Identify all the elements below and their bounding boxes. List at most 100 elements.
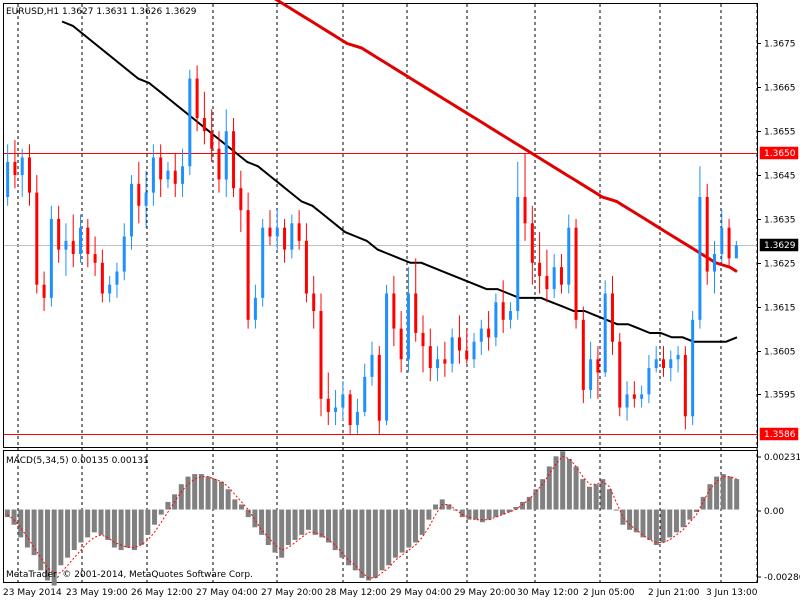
candle-bearish (202, 118, 206, 132)
candle-bearish (232, 131, 236, 189)
macd-bar (399, 509, 405, 553)
level-price-label-box (759, 146, 799, 160)
macd-bar (24, 509, 30, 548)
candle-bearish (268, 227, 272, 237)
price-tick-label: 1.3645 (764, 172, 796, 182)
macd-bar (98, 509, 104, 535)
macd-bar (673, 509, 679, 533)
macd-bar (111, 509, 117, 548)
candle-bullish (261, 227, 265, 298)
candle-bullish (224, 131, 228, 180)
macd-bar (185, 476, 191, 510)
macd-bar (700, 496, 706, 510)
macd-bar (406, 509, 412, 548)
time-tick-label: 2 Jun 05:00 (583, 588, 635, 598)
macd-bar (426, 509, 432, 520)
macd-bar (546, 466, 552, 510)
macd-bar (339, 509, 345, 558)
macd-bar (165, 501, 171, 510)
candle-bearish (618, 341, 622, 408)
time-tick-label: 29 May 20:00 (454, 588, 516, 598)
macd-bar (687, 509, 693, 520)
macd-bar (118, 509, 124, 551)
candle-bullish (734, 245, 738, 259)
candle-bearish (13, 161, 17, 176)
candle-bearish (319, 311, 323, 399)
candle-bearish (574, 227, 578, 320)
macd-bar (607, 489, 613, 510)
macd-bar (299, 509, 305, 535)
time-tick-label: 30 May 12:00 (517, 588, 579, 598)
candle-bearish (487, 328, 491, 338)
macd-bar (553, 456, 559, 510)
macd-bar (727, 476, 733, 510)
macd-bar (58, 509, 64, 566)
price-axis[interactable]: 0.00231 0.00 -0.00286 1.3675 1.3665 1.3655 1.3… (757, 40, 800, 584)
candle-bearish (501, 302, 505, 320)
candle-bearish (173, 170, 177, 184)
candle-bullish (334, 407, 338, 412)
candle-bullish (669, 359, 673, 369)
candle-bullish (508, 311, 512, 320)
candle-bullish (640, 394, 644, 399)
candle-bullish (385, 293, 389, 421)
macd-bar (71, 509, 77, 551)
macd-tick-label: -0.00286 (764, 573, 800, 583)
macd-bar (158, 509, 164, 515)
time-tick-label: 3 Jun 13:00 (706, 588, 758, 598)
macd-bar (379, 509, 385, 571)
time-tick-label: 23 May 19:00 (66, 588, 128, 598)
macd-bar (714, 476, 720, 510)
candle-bullish (589, 359, 593, 390)
macd-bar (647, 509, 653, 540)
candle-bullish (20, 157, 24, 176)
macd-bar (279, 509, 285, 558)
macd-bar (433, 504, 439, 510)
macd-bar (386, 509, 392, 566)
candle-bearish (392, 293, 396, 329)
macd-bar (359, 509, 365, 578)
macd-bar (125, 509, 131, 548)
macd-bar (586, 486, 592, 510)
candle-bullish (698, 196, 702, 320)
candle-bullish (341, 394, 345, 408)
macd-bar (493, 509, 499, 518)
candle-bullish (108, 284, 112, 294)
candle-bearish (683, 354, 687, 417)
candle-bearish (443, 359, 447, 364)
candle-bearish (210, 131, 214, 149)
macd-bar (259, 509, 265, 535)
macd-bar (613, 509, 619, 511)
macd-bar (198, 474, 204, 510)
price-tick-label: 1.3615 (764, 304, 796, 314)
macd-bar (31, 509, 37, 556)
time-axis[interactable]: 23 May 2014 23 May 19:00 26 May 12:00 27 Ma… (3, 588, 758, 598)
candle-bullish (188, 78, 192, 167)
price-tick-label: 1.3595 (764, 391, 796, 401)
candle-bearish (348, 394, 352, 426)
candle-bearish (137, 183, 141, 206)
macd-bar (600, 479, 606, 510)
fast-moving-average (61, 20, 738, 343)
candle-bearish (35, 192, 39, 285)
candle-bearish (283, 227, 287, 250)
candle-bearish (414, 293, 418, 333)
candle-bullish (275, 227, 279, 237)
candle-bullish (64, 240, 68, 250)
macd-bar (526, 496, 532, 510)
horizontal-level-lines[interactable] (4, 153, 757, 435)
macd-bar (593, 484, 599, 510)
current-price-label-box (759, 238, 799, 252)
price-tick-label: 1.3665 (764, 84, 796, 94)
macd-bar (412, 509, 418, 543)
macd-bar (91, 509, 97, 533)
macd-bar (152, 509, 158, 525)
macd-bar (4, 509, 10, 518)
candle-bullish (144, 192, 148, 206)
macd-bar (533, 489, 539, 510)
candle-bullish (406, 293, 410, 360)
macd-bar (366, 509, 372, 581)
macd-bar (131, 509, 137, 551)
